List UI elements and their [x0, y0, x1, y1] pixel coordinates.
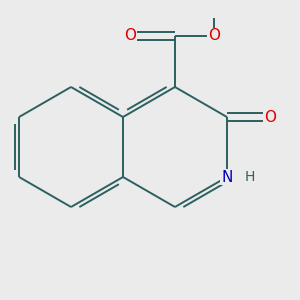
Text: O: O [208, 28, 220, 44]
Text: O: O [124, 28, 136, 44]
Text: O: O [264, 110, 276, 124]
Text: H: H [244, 170, 255, 184]
Text: N: N [221, 169, 232, 184]
